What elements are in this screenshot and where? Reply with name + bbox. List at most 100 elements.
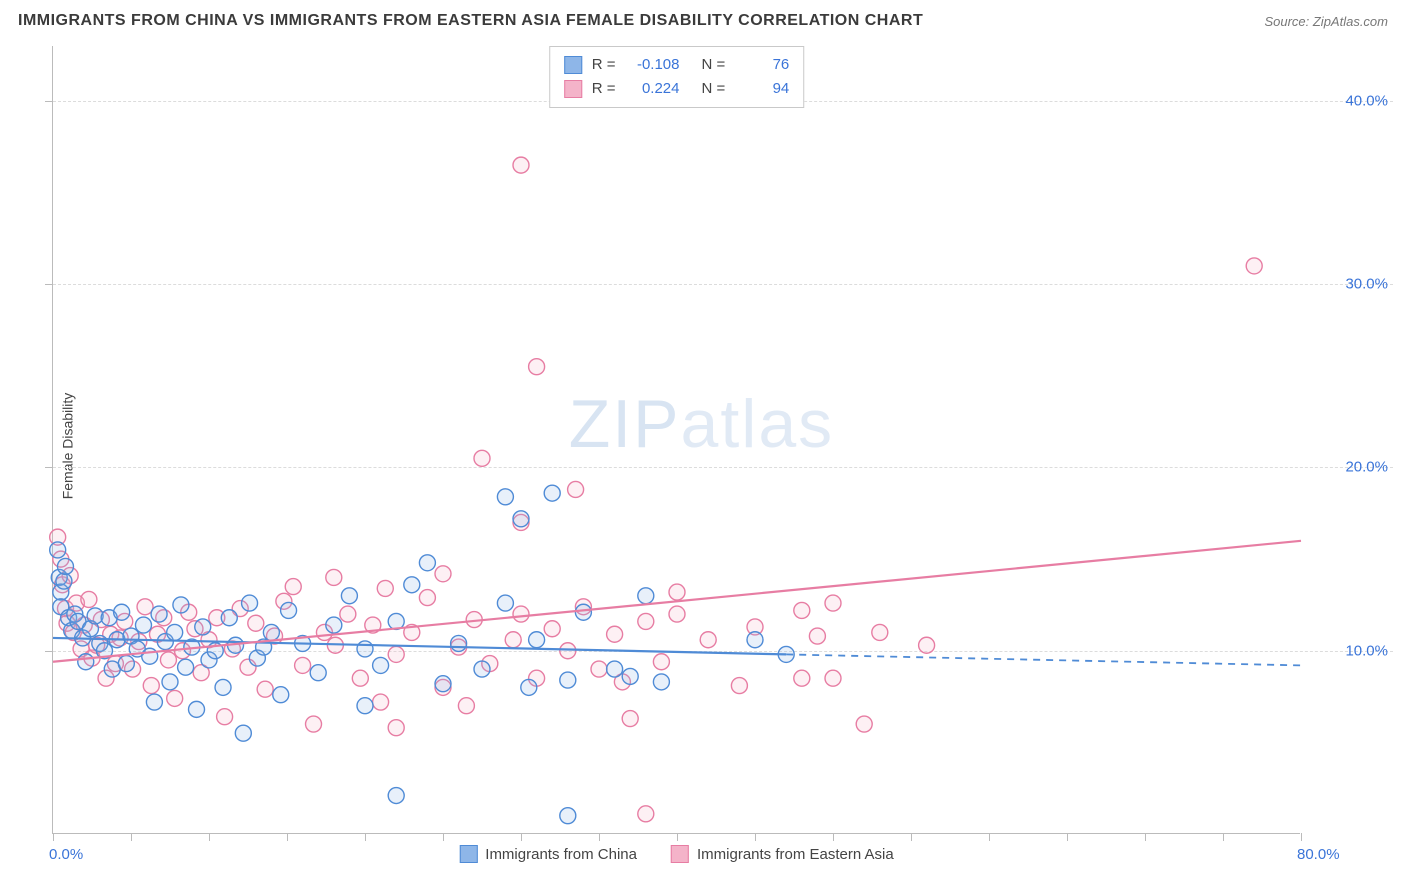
data-point: [497, 595, 513, 611]
chart-area: ZIPatlas R = -0.108 N = 76 R = 0.224 N =…: [52, 46, 1300, 834]
data-point: [248, 615, 264, 631]
data-point: [341, 588, 357, 604]
data-point: [114, 604, 130, 620]
data-point: [544, 485, 560, 501]
data-point: [135, 617, 151, 633]
data-point: [622, 668, 638, 684]
legend-swatch-icon: [459, 845, 477, 863]
data-point: [215, 679, 231, 695]
data-point: [281, 602, 297, 618]
y-tick-label: 30.0%: [1345, 276, 1388, 293]
data-point: [221, 610, 237, 626]
data-point: [340, 606, 356, 622]
data-point: [306, 716, 322, 732]
r-value-easia: 0.224: [626, 77, 680, 101]
data-point: [78, 654, 94, 670]
data-point: [638, 806, 654, 822]
data-point: [388, 720, 404, 736]
data-point: [747, 632, 763, 648]
data-point: [295, 657, 311, 673]
data-point: [809, 628, 825, 644]
data-point: [919, 637, 935, 653]
data-point: [560, 808, 576, 824]
legend-item-china: Immigrants from China: [459, 845, 637, 863]
data-point: [700, 632, 716, 648]
data-point: [458, 698, 474, 714]
data-point: [419, 555, 435, 571]
data-point: [575, 604, 591, 620]
legend-swatch-icon: [671, 845, 689, 863]
data-point: [195, 619, 211, 635]
data-point: [622, 711, 638, 727]
data-point: [505, 632, 521, 648]
data-point: [50, 542, 66, 558]
data-point: [825, 670, 841, 686]
data-point: [794, 602, 810, 618]
data-point: [521, 679, 537, 695]
data-point: [638, 613, 654, 629]
data-point: [167, 624, 183, 640]
x-tick-label: 0.0%: [49, 846, 83, 863]
data-point: [357, 641, 373, 657]
data-point: [242, 595, 258, 611]
data-point: [731, 678, 747, 694]
data-point: [142, 648, 158, 664]
data-point: [57, 558, 73, 574]
data-point: [357, 698, 373, 714]
data-point: [146, 694, 162, 710]
data-point: [653, 674, 669, 690]
legend-swatch-easia: [564, 80, 582, 98]
data-point: [513, 157, 529, 173]
n-value-china: 76: [735, 53, 789, 77]
data-point: [607, 626, 623, 642]
data-point: [591, 661, 607, 677]
data-point: [544, 621, 560, 637]
data-point: [1246, 258, 1262, 274]
data-point: [529, 359, 545, 375]
plot-svg: [53, 46, 1300, 833]
data-point: [373, 694, 389, 710]
data-point: [497, 489, 513, 505]
data-point: [326, 569, 342, 585]
series-legend: Immigrants from China Immigrants from Ea…: [459, 845, 893, 863]
data-point: [388, 788, 404, 804]
data-point: [404, 577, 420, 593]
data-point: [285, 579, 301, 595]
data-point: [160, 652, 176, 668]
data-point: [118, 656, 134, 672]
trend-line-dashed: [786, 654, 1301, 665]
data-point: [856, 716, 872, 732]
data-point: [435, 676, 451, 692]
y-tick-label: 20.0%: [1345, 459, 1388, 476]
data-point: [352, 670, 368, 686]
data-point: [167, 690, 183, 706]
data-point: [568, 481, 584, 497]
data-point: [178, 659, 194, 675]
data-point: [513, 606, 529, 622]
chart-title: IMMIGRANTS FROM CHINA VS IMMIGRANTS FROM…: [18, 12, 923, 30]
legend-row-easia: R = 0.224 N = 94: [564, 77, 790, 101]
legend-item-easia: Immigrants from Eastern Asia: [671, 845, 894, 863]
data-point: [474, 450, 490, 466]
data-point: [794, 670, 810, 686]
data-point: [607, 661, 623, 677]
data-point: [872, 624, 888, 640]
data-point: [825, 595, 841, 611]
data-point: [56, 573, 72, 589]
data-point: [451, 635, 467, 651]
data-point: [435, 566, 451, 582]
x-tick-label: 80.0%: [1297, 846, 1340, 863]
data-point: [560, 672, 576, 688]
data-point: [388, 646, 404, 662]
r-value-china: -0.108: [626, 53, 680, 77]
y-tick-label: 10.0%: [1345, 642, 1388, 659]
data-point: [143, 678, 159, 694]
data-point: [419, 590, 435, 606]
data-point: [373, 657, 389, 673]
data-point: [669, 606, 685, 622]
data-point: [151, 606, 167, 622]
data-point: [653, 654, 669, 670]
data-point: [474, 661, 490, 677]
correlation-legend: R = -0.108 N = 76 R = 0.224 N = 94: [549, 46, 805, 108]
source-site: ZipAtlas.com: [1313, 14, 1388, 29]
